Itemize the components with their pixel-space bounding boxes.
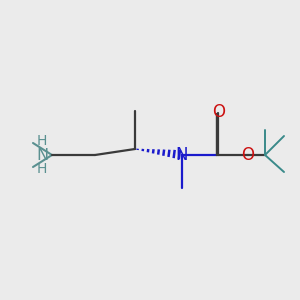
Text: O: O: [242, 146, 254, 164]
Text: O: O: [212, 103, 226, 121]
Text: H: H: [37, 162, 47, 176]
Text: H: H: [37, 134, 47, 148]
Text: N: N: [36, 148, 48, 163]
Text: N: N: [176, 146, 188, 164]
